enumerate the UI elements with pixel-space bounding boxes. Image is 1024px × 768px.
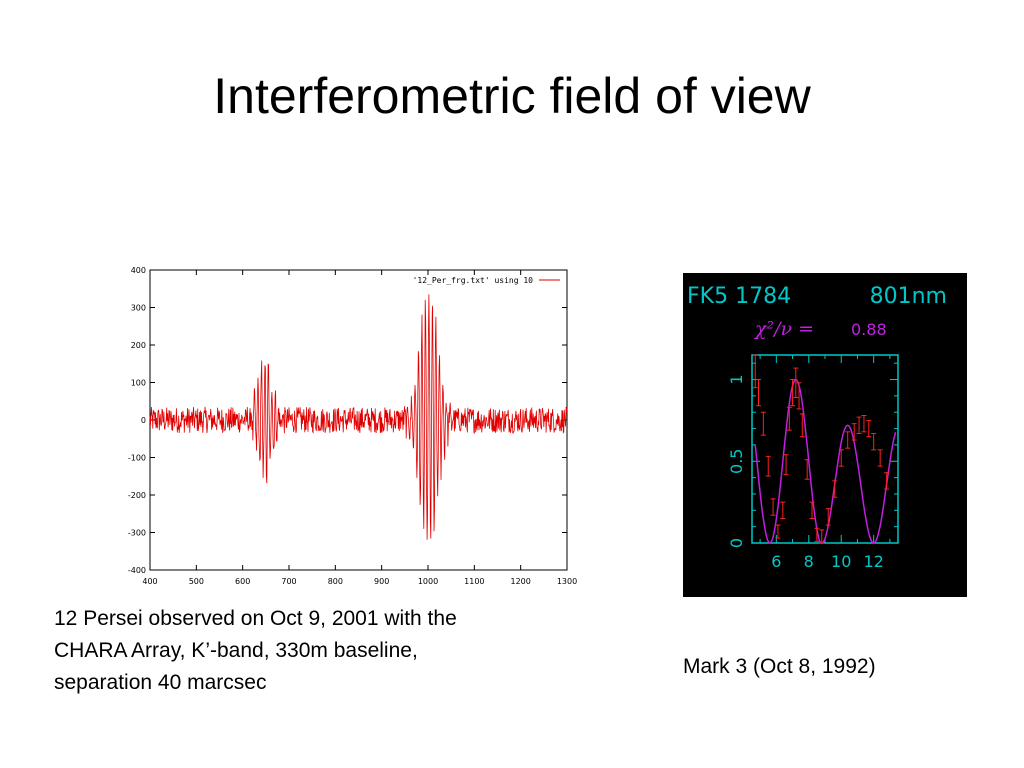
- visibility-point: [851, 423, 857, 441]
- visibility-point: [809, 501, 815, 519]
- visibility-point: [825, 508, 831, 526]
- chi2-value: 0.88: [851, 320, 887, 339]
- visibility-point: [790, 379, 796, 407]
- y-tick-label: 300: [131, 304, 146, 313]
- caption-left-line: CHARA Array, K’-band, 330m baseline,: [54, 639, 418, 662]
- visibility-point: [755, 379, 761, 407]
- visibility-point: [783, 454, 789, 475]
- legend-label: '12_Per_frg.txt' using 10: [413, 276, 534, 285]
- visibility-chart-header: FK5 1784 801nm χ²/ν = 0.88: [687, 284, 947, 340]
- y-tick-label: -300: [128, 529, 146, 538]
- x-tick-label: 6: [771, 552, 781, 571]
- visibility-chart-background: [683, 273, 967, 597]
- visibility-point: [819, 529, 825, 544]
- x-tick-label: 600: [235, 577, 250, 586]
- x-tick-label: 1000: [418, 577, 438, 586]
- y-tick-label: 400: [131, 266, 146, 275]
- y-tick-label: 100: [131, 379, 146, 388]
- y-tick-label: -400: [128, 566, 146, 575]
- visibility-point: [775, 524, 781, 539]
- visibility-point: [799, 413, 805, 438]
- chi2-label: χ²/ν =: [753, 318, 814, 340]
- visibility-point: [877, 449, 883, 467]
- y-tick-label: 0: [141, 416, 146, 425]
- y-tick-label: -100: [128, 454, 146, 463]
- visibility-point: [866, 419, 872, 438]
- x-tick-label: 800: [328, 577, 343, 586]
- visibility-chart-fit: [754, 378, 897, 544]
- model-fit-curve: [754, 378, 897, 544]
- x-tick-label: 12: [863, 552, 883, 571]
- visibility-point: [786, 406, 792, 431]
- y-tick-label: 200: [131, 341, 146, 350]
- caption-right: Mark 3 (Oct 8, 1992): [683, 655, 876, 678]
- caption-left-line: 12 Persei observed on Oct 9, 2001 with t…: [54, 607, 457, 630]
- visibility-point: [765, 455, 771, 477]
- slide-title: Interferometric field of view: [213, 68, 811, 124]
- visibility-point: [780, 501, 786, 519]
- x-tick-label: 400: [142, 577, 157, 586]
- caption-left-line: separation 40 marcsec: [54, 671, 267, 694]
- visibility-chart: FK5 1784 801nm χ²/ν = 0.88 6 8 10 12 0 0.5 1: [683, 273, 967, 597]
- x-tick-label: 1200: [510, 577, 530, 586]
- visibility-point: [838, 449, 844, 467]
- visibility-chart-axes: 6 8 10 12 0 0.5 1: [727, 354, 899, 571]
- visibility-point: [760, 411, 766, 436]
- visibility-point: [884, 472, 890, 490]
- x-tick-label: 1100: [464, 577, 484, 586]
- visibility-point: [770, 498, 776, 516]
- visibility-point: [871, 432, 877, 451]
- visibility-point: [845, 431, 851, 449]
- visibility-title-left: FK5 1784: [687, 284, 791, 309]
- x-tick-label: 1300: [557, 577, 577, 586]
- fringe-chart-series: [149, 294, 568, 540]
- x-tick-label: 500: [189, 577, 204, 586]
- y-tick-label: 0: [727, 538, 746, 548]
- visibility-title-right: 801nm: [870, 284, 947, 309]
- caption-left: 12 Persei observed on Oct 9, 2001 with t…: [54, 603, 574, 699]
- y-tick-label: -200: [128, 491, 146, 500]
- x-tick-label: 700: [281, 577, 296, 586]
- y-tick-label: 0.5: [727, 449, 746, 474]
- visibility-point: [752, 354, 758, 389]
- x-tick-label: 900: [374, 577, 389, 586]
- visibility-point: [814, 527, 820, 542]
- y-tick-label: 1: [727, 374, 746, 384]
- visibility-point: [832, 480, 838, 498]
- visibility-point: [861, 414, 867, 433]
- visibility-point: [856, 416, 862, 434]
- visibility-point: [796, 382, 802, 410]
- fringe-series-line: [149, 294, 568, 540]
- x-tick-label: 10: [831, 552, 851, 571]
- fringe-chart-legend: '12_Per_frg.txt' using 10: [413, 276, 560, 285]
- visibility-chart-points: [752, 354, 890, 544]
- x-tick-label: 8: [804, 552, 814, 571]
- visibility-point: [804, 459, 810, 480]
- visibility-point: [793, 367, 799, 399]
